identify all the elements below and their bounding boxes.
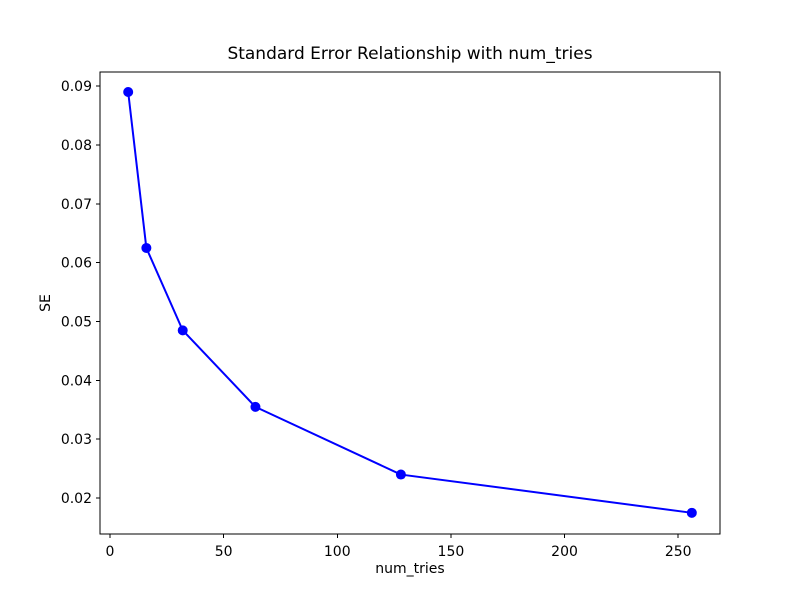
data-point-marker — [250, 401, 261, 412]
y-tick-label: 0.04 — [61, 373, 92, 389]
x-tick-label: 200 — [551, 544, 578, 560]
x-tick-label: 150 — [438, 544, 465, 560]
data-point-marker — [177, 325, 188, 336]
y-tick-label: 0.05 — [61, 315, 92, 331]
data-point-marker — [123, 87, 134, 98]
axes-spines — [99, 71, 721, 535]
x-tick-label: 100 — [324, 544, 351, 560]
data-point-marker — [686, 507, 697, 518]
x-tick-label: 50 — [215, 544, 233, 560]
x-tick-label: 250 — [665, 544, 692, 560]
y-tick-label: 0.08 — [61, 138, 92, 154]
y-tick-label: 0.03 — [61, 432, 92, 448]
data-point-marker — [141, 242, 152, 253]
y-tick-label: 0.09 — [61, 79, 92, 95]
data-point-marker — [395, 469, 406, 480]
x-axis-label: num_tries — [375, 561, 445, 577]
series-line — [127, 91, 693, 514]
y-axis-label: SE — [38, 294, 54, 312]
x-tick-label: 0 — [106, 544, 115, 560]
chart-title: Standard Error Relationship with num_tri… — [227, 44, 593, 64]
y-tick-label: 0.07 — [61, 197, 92, 213]
y-tick-label: 0.02 — [61, 491, 92, 507]
y-tick-label: 0.06 — [61, 256, 92, 272]
